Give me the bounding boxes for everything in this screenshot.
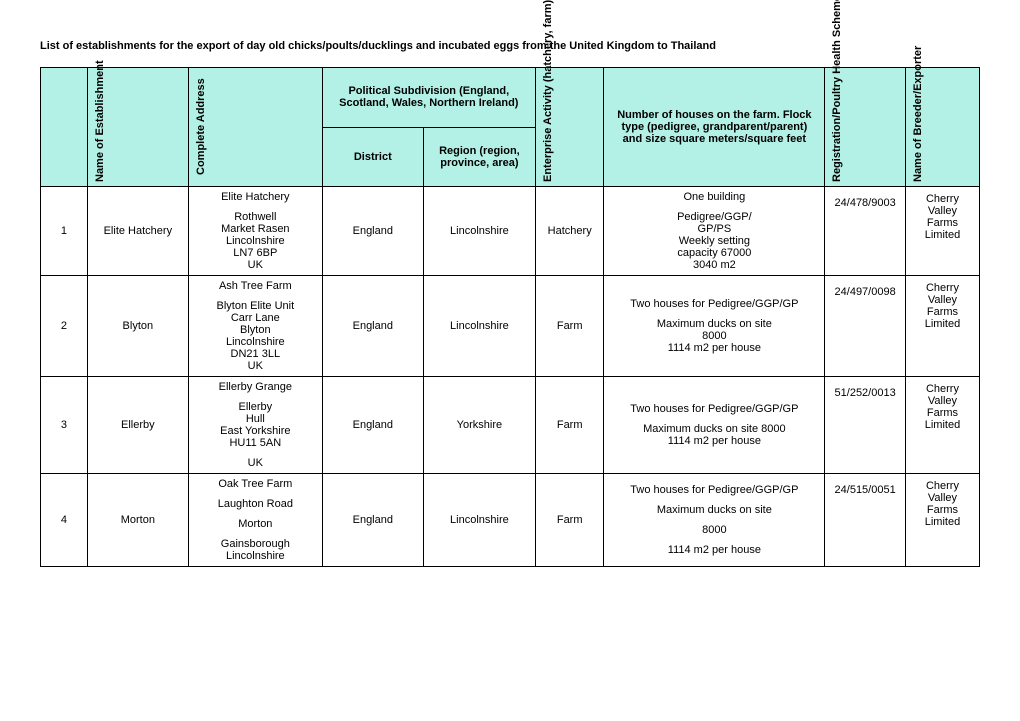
cell-region: Yorkshire	[423, 377, 535, 474]
table-row: 3EllerbyEllerby GrangeEllerbyHullEast Yo…	[41, 377, 980, 474]
cell-district: England	[322, 377, 423, 474]
header-political: Political Subdivision (England, Scotland…	[322, 68, 535, 128]
establishments-table: Name of Establishment Complete Address P…	[40, 67, 980, 567]
cell-address: Ash Tree FarmBlyton Elite UnitCarr LaneB…	[188, 276, 322, 377]
header-region: Region (region, province, area)	[423, 127, 535, 187]
cell-region: Lincolnshire	[423, 474, 535, 567]
cell-reg: 24/515/0051	[825, 474, 906, 567]
cell-district: England	[322, 474, 423, 567]
cell-breeder: Cherry Valley Farms Limited	[905, 474, 979, 567]
table-row: 1Elite HatcheryElite HatcheryRothwellMar…	[41, 187, 980, 276]
cell-houses: One buildingPedigree/GGP/GP/PSWeekly set…	[604, 187, 825, 276]
header-district: District	[322, 127, 423, 187]
cell-breeder: Cherry Valley Farms Limited	[905, 377, 979, 474]
cell-name: Ellerby	[87, 377, 188, 474]
cell-num: 1	[41, 187, 88, 276]
cell-district: England	[322, 276, 423, 377]
cell-num: 3	[41, 377, 88, 474]
cell-num: 4	[41, 474, 88, 567]
header-breeder: Name of Breeder/Exporter	[905, 68, 979, 187]
cell-houses: Two houses for Pedigree/GGP/GPMaximum du…	[604, 377, 825, 474]
cell-district: England	[322, 187, 423, 276]
header-name: Name of Establishment	[87, 68, 188, 187]
cell-address: Oak Tree FarmLaughton RoadMortonGainsbor…	[188, 474, 322, 567]
cell-activity: Farm	[535, 276, 604, 377]
cell-reg: 24/497/0098	[825, 276, 906, 377]
cell-num: 2	[41, 276, 88, 377]
cell-reg: 24/478/9003	[825, 187, 906, 276]
header-activity: Enterprise Activity (hatchery, farm)	[535, 68, 604, 187]
header-blank	[41, 68, 88, 187]
cell-reg: 51/252/0013	[825, 377, 906, 474]
cell-name: Morton	[87, 474, 188, 567]
cell-houses: Two houses for Pedigree/GGP/GPMaximum du…	[604, 276, 825, 377]
cell-breeder: Cherry Valley Farms Limited	[905, 276, 979, 377]
table-row: 4MortonOak Tree FarmLaughton RoadMortonG…	[41, 474, 980, 567]
cell-name: Blyton	[87, 276, 188, 377]
cell-name: Elite Hatchery	[87, 187, 188, 276]
cell-activity: Farm	[535, 377, 604, 474]
cell-address: Ellerby GrangeEllerbyHullEast YorkshireH…	[188, 377, 322, 474]
cell-houses: Two houses for Pedigree/GGP/GPMaximum du…	[604, 474, 825, 567]
header-reg: Registration/Poultry Health Scheme Numbe…	[825, 68, 906, 187]
cell-breeder: Cherry Valley Farms Limited	[905, 187, 979, 276]
cell-activity: Hatchery	[535, 187, 604, 276]
cell-address: Elite HatcheryRothwellMarket RasenLincol…	[188, 187, 322, 276]
cell-region: Lincolnshire	[423, 187, 535, 276]
cell-activity: Farm	[535, 474, 604, 567]
table-row: 2BlytonAsh Tree FarmBlyton Elite UnitCar…	[41, 276, 980, 377]
header-address: Complete Address	[188, 68, 322, 187]
header-houses: Number of houses on the farm. Flock type…	[604, 68, 825, 187]
cell-region: Lincolnshire	[423, 276, 535, 377]
